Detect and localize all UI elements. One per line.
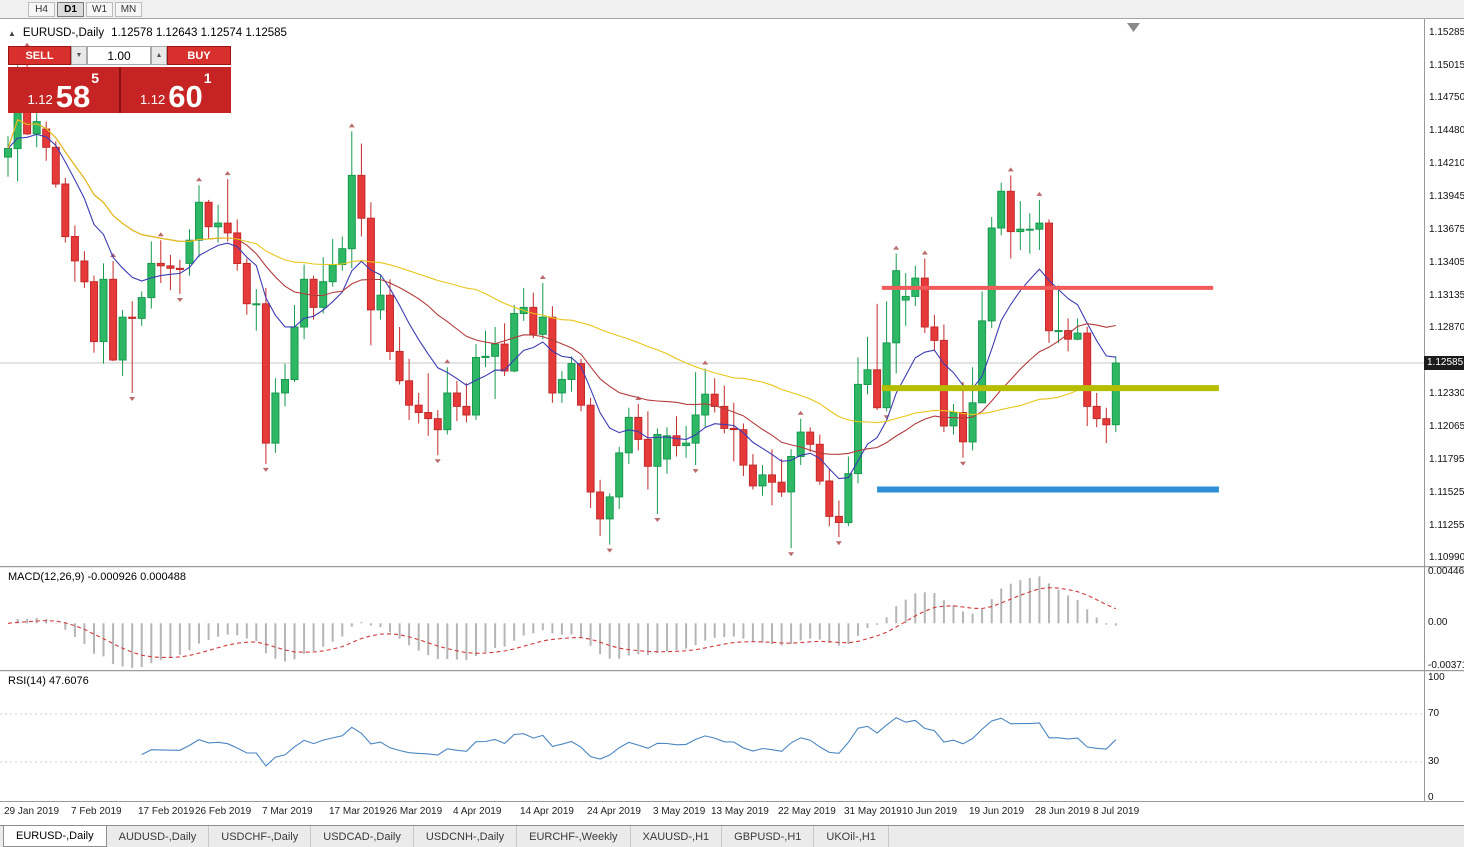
price-axis-tick: 1.12065 xyxy=(1429,421,1464,432)
sell-price-display[interactable]: 1.12 58 5 xyxy=(8,67,119,113)
price-axis-tick: 1.12870 xyxy=(1429,322,1464,333)
fractal-arrows xyxy=(24,42,1043,557)
price-axis-tick: 1.14480 xyxy=(1429,125,1464,136)
chart-shift-marker[interactable] xyxy=(1127,23,1140,32)
date-label: 14 Apr 2019 xyxy=(520,806,574,817)
price-axis-tick: 1.13675 xyxy=(1429,224,1464,235)
ma-line-50 xyxy=(7,119,1116,424)
candles xyxy=(4,50,1120,549)
sell-button[interactable]: SELL xyxy=(8,46,71,65)
chart-area: 1.15285 1.15015 1.14750 1.14480 1.14210 1.139… xyxy=(0,19,1464,825)
tab-gbpusd-h1[interactable]: GBPUSD-,H1 xyxy=(722,826,815,847)
timeframe-toolbar: H4 D1 W1 MN xyxy=(0,0,1464,19)
rsi-axis-tick: 100 xyxy=(1428,672,1445,683)
time-axis[interactable]: 29 Jan 2019 7 Feb 2019 17 Feb 2019 26 Feb 2… xyxy=(0,801,1464,825)
price-axis-tick: 1.12330 xyxy=(1429,388,1464,399)
tab-audusd-daily[interactable]: AUDUSD-,Daily xyxy=(107,826,210,847)
macd-pane[interactable] xyxy=(0,568,1425,670)
price-axis-tick: 1.15015 xyxy=(1429,60,1464,71)
macd-indicator-label: MACD(12,26,9) -0.000926 0.000488 xyxy=(8,571,186,583)
chart-symbol-title: EURUSD-,Daily xyxy=(22,27,105,39)
macd-histogram xyxy=(16,576,1117,668)
timeframe-d1-button[interactable]: D1 xyxy=(57,1,84,17)
rsi-line xyxy=(141,717,1117,767)
macd-axis-tick: -0.003715 xyxy=(1428,660,1464,671)
price-axis-border xyxy=(1424,19,1425,801)
pane-splitter[interactable] xyxy=(0,670,1464,672)
sell-price-base: 1.12 xyxy=(27,92,53,107)
tab-eurusd-daily[interactable]: EURUSD-,Daily xyxy=(3,826,107,847)
price-axis-tick: 1.15285 xyxy=(1429,27,1464,38)
tab-xauusd-h1[interactable]: XAUUSD-,H1 xyxy=(631,826,723,847)
date-label: 7 Feb 2019 xyxy=(71,806,122,817)
pane-splitter[interactable] xyxy=(0,566,1464,568)
price-axis-tick: 1.11795 xyxy=(1429,454,1464,465)
ma-line-10 xyxy=(7,133,1116,480)
date-label: 28 Jun 2019 xyxy=(1035,806,1091,817)
date-label: 17 Feb 2019 xyxy=(138,806,195,817)
date-label: 8 Jul 2019 xyxy=(1093,806,1140,817)
rsi-axis-tick: 70 xyxy=(1428,708,1440,719)
macd-axis-tick: 0.00 xyxy=(1428,617,1448,628)
sell-price-sup: 5 xyxy=(91,70,100,86)
date-label: 26 Feb 2019 xyxy=(195,806,252,817)
date-label: 17 Mar 2019 xyxy=(329,806,386,817)
tab-eurchf-weekly[interactable]: EURCHF-,Weekly xyxy=(517,826,631,847)
buy-button[interactable]: BUY xyxy=(167,46,231,65)
date-label: 3 May 2019 xyxy=(653,806,706,817)
chart-tab-bar: EURUSD-,Daily AUDUSD-,Daily USDCHF-,Daily U… xyxy=(0,825,1464,847)
date-label: 26 Mar 2019 xyxy=(386,806,443,817)
sell-price-big: 58 xyxy=(55,78,91,114)
tab-usdcad-daily[interactable]: USDCAD-,Daily xyxy=(311,826,414,847)
price-axis-tick: 1.13945 xyxy=(1429,191,1464,202)
tab-usdcnh-daily[interactable]: USDCNH-,Daily xyxy=(414,826,518,847)
buy-price-big: 60 xyxy=(168,78,203,114)
price-axis-tick: 1.14210 xyxy=(1429,158,1464,169)
date-label: 19 Jun 2019 xyxy=(969,806,1025,817)
buy-price-base: 1.12 xyxy=(139,92,166,107)
date-label: 4 Apr 2019 xyxy=(453,806,502,817)
volume-increase-button[interactable]: ▲ xyxy=(151,46,167,65)
date-label: 24 Apr 2019 xyxy=(587,806,641,817)
rsi-axis-tick: 30 xyxy=(1428,756,1440,767)
timeframe-mn-button[interactable]: MN xyxy=(115,1,142,17)
macd-axis-tick: 0.004465 xyxy=(1428,566,1464,577)
price-axis-tick: 1.13135 xyxy=(1429,290,1464,301)
date-label: 31 May 2019 xyxy=(844,806,902,817)
date-label: 22 May 2019 xyxy=(778,806,836,817)
price-axis-tick: 1.13405 xyxy=(1429,257,1464,268)
price-axis-tick: 1.11255 xyxy=(1429,520,1464,531)
chart-ohlc-values: 1.12578 1.12643 1.12574 1.12585 xyxy=(111,27,287,39)
price-axis-tick: 1.10990 xyxy=(1429,552,1464,563)
date-label: 7 Mar 2019 xyxy=(262,806,313,817)
rsi-indicator-label: RSI(14) 47.6076 xyxy=(8,675,89,687)
price-axis-tick: 1.11525 xyxy=(1429,487,1464,498)
date-label: 10 Jun 2019 xyxy=(902,806,958,817)
current-price-tag: 1.12585 xyxy=(1424,356,1464,370)
tab-usdchf-daily[interactable]: USDCHF-,Daily xyxy=(209,826,312,847)
volume-decrease-button[interactable]: ▼ xyxy=(71,46,87,65)
rsi-pane[interactable] xyxy=(0,672,1425,801)
macd-signal-line xyxy=(7,587,1117,658)
date-label: 29 Jan 2019 xyxy=(4,806,60,817)
chart-header: ▲ EURUSD-,Daily 1.12578 1.12643 1.12574 … xyxy=(8,27,287,39)
rsi-axis-tick: 0 xyxy=(1428,792,1434,803)
main-chart-pane[interactable] xyxy=(0,19,1425,566)
timeframe-w1-button[interactable]: W1 xyxy=(86,1,113,17)
one-click-trading-panel: SELL ▼ ▲ BUY 1.12 58 5 1.12 60 1 xyxy=(8,46,231,113)
buy-price-display[interactable]: 1.12 60 1 xyxy=(120,67,231,114)
timeframe-h4-button[interactable]: H4 xyxy=(28,1,55,17)
price-axis-tick: 1.14750 xyxy=(1429,92,1464,103)
tab-ukoil-h1[interactable]: UKOil-,H1 xyxy=(814,826,889,847)
buy-price-sup: 1 xyxy=(203,70,212,86)
volume-input[interactable] xyxy=(87,46,151,65)
date-label: 13 May 2019 xyxy=(711,806,769,817)
one-click-collapse-icon[interactable]: ▲ xyxy=(8,28,16,38)
